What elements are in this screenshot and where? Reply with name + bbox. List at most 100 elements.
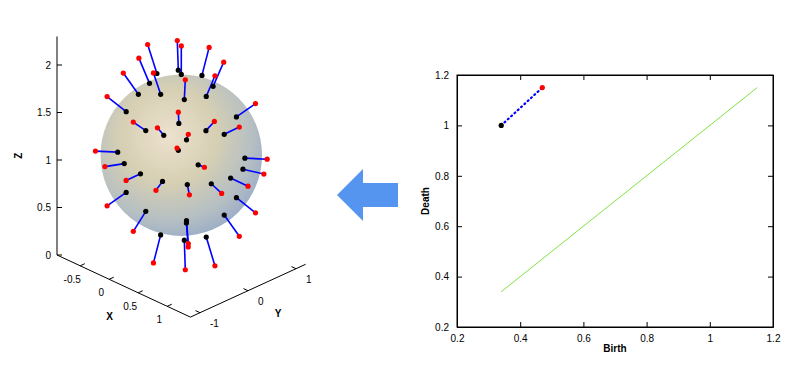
point [176, 110, 181, 115]
tick-mark [583, 75, 584, 80]
tick [457, 75, 458, 80]
point [179, 72, 184, 77]
link [153, 73, 160, 94]
tick: 0.4 [514, 322, 528, 344]
point [253, 101, 258, 106]
link [224, 215, 239, 236]
point [131, 229, 136, 234]
tick-label: 0.6 [577, 333, 591, 344]
tick-label: 0.8 [640, 333, 654, 344]
point [196, 162, 201, 167]
point [176, 68, 181, 73]
z-tick-label: 1 [45, 155, 51, 166]
tick [768, 176, 773, 177]
point [124, 109, 129, 114]
point [242, 156, 247, 161]
marks-3d [93, 38, 270, 272]
tick [768, 277, 773, 278]
point [136, 56, 141, 61]
x-tick-label: 1 [156, 314, 162, 325]
point [209, 181, 214, 186]
link [206, 76, 215, 97]
point [540, 85, 545, 90]
chart-svg: -0.500.51-10100.511.52XYZ0.20.40.60.811.… [0, 0, 800, 369]
link [213, 62, 224, 86]
point [158, 232, 163, 237]
tick-mark [457, 125, 462, 126]
point [237, 234, 242, 239]
point [151, 260, 156, 265]
y-axis: 0.20.40.60.811.2 [435, 70, 462, 333]
x-axis-title: Birth [603, 343, 626, 354]
point [155, 125, 160, 130]
point [183, 267, 188, 272]
tick [768, 327, 773, 328]
plot-frame [457, 75, 773, 327]
point [212, 73, 217, 78]
sphere [101, 74, 262, 236]
point [219, 191, 224, 196]
x-tick [138, 291, 143, 293]
z-axis-title: Z [13, 153, 24, 159]
tick: 1 [443, 120, 462, 131]
tick-mark [457, 226, 462, 227]
point [151, 70, 156, 75]
link [202, 47, 209, 75]
marks-2d [499, 85, 758, 292]
link [107, 97, 126, 112]
y-axis-line [190, 264, 305, 317]
point [222, 132, 227, 137]
point [240, 167, 245, 172]
point [222, 212, 227, 217]
tick-mark [457, 75, 458, 80]
z-tick-label: 2 [45, 60, 51, 71]
point [182, 238, 187, 243]
point [234, 114, 239, 119]
point [105, 94, 110, 99]
tick-mark [583, 322, 584, 327]
tick-mark [457, 176, 462, 177]
x-tick-label: 0 [98, 287, 104, 298]
chart-root: -0.500.51-10100.511.52XYZ0.20.40.60.811.… [0, 0, 800, 369]
link [148, 44, 157, 73]
point [207, 45, 212, 50]
link [184, 240, 185, 270]
point [122, 161, 127, 166]
point [153, 188, 158, 193]
point [136, 92, 141, 97]
tick-label: 1.2 [435, 70, 449, 81]
point [261, 171, 266, 176]
link [123, 73, 138, 94]
tick: 0.6 [435, 221, 462, 232]
z-tick [57, 65, 62, 66]
point [131, 119, 136, 124]
point [204, 234, 209, 239]
tick: 0.8 [435, 171, 462, 182]
point [185, 182, 190, 187]
tick-mark [768, 75, 773, 76]
point [245, 184, 250, 189]
y-tick [291, 267, 296, 269]
tick-mark [520, 322, 521, 327]
point [124, 178, 129, 183]
z-axis-line [57, 37, 58, 256]
tick-mark [520, 75, 521, 80]
x-axis-line [458, 327, 774, 328]
tick-label: 1.2 [767, 333, 781, 344]
point [93, 149, 98, 154]
point [265, 157, 270, 162]
tick-mark [457, 327, 462, 328]
y-axis-title: Death [420, 187, 431, 215]
tick: 1.2 [435, 70, 462, 81]
tick-mark [710, 322, 711, 327]
x-axis-top-line [458, 75, 774, 76]
z-tick [57, 255, 62, 256]
point [105, 203, 110, 208]
y-axis-right-line [773, 76, 774, 328]
x-tick-label: 0.5 [123, 301, 137, 312]
point [183, 77, 188, 82]
tick-label: 1 [443, 120, 449, 131]
z-tick-label: 0 [45, 250, 51, 261]
z-tick [57, 207, 62, 208]
tick-label: 1 [708, 333, 714, 344]
